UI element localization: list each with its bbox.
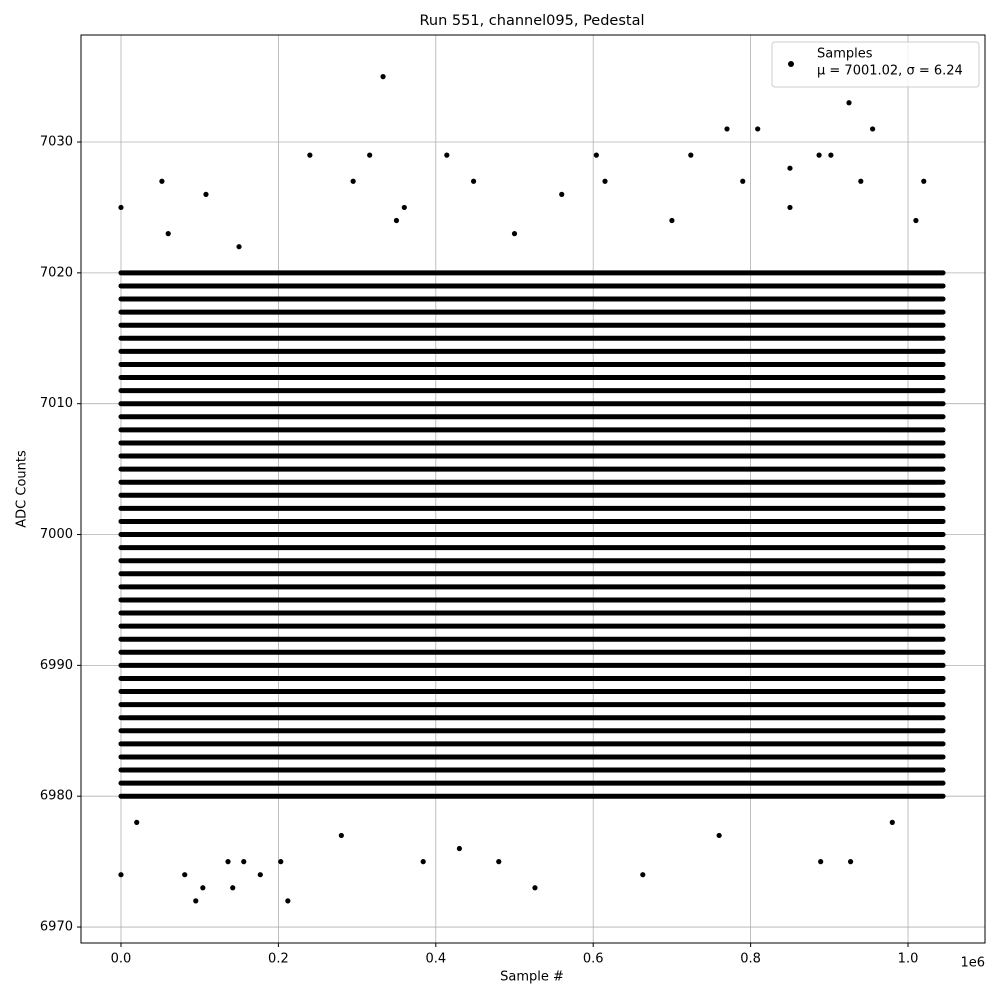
sample-point bbox=[203, 191, 209, 197]
x-tick-label: 1.0 bbox=[898, 952, 919, 967]
sample-point bbox=[278, 859, 284, 865]
sample-point bbox=[602, 178, 608, 184]
sample-point bbox=[858, 178, 864, 184]
sample-point bbox=[456, 845, 463, 852]
sample-point bbox=[846, 100, 852, 106]
sample-point bbox=[755, 126, 761, 132]
sample-point bbox=[159, 178, 165, 184]
x-offset-label: 1e6 bbox=[960, 956, 985, 971]
x-axis-label: Sample # bbox=[500, 970, 564, 985]
sample-point bbox=[716, 832, 722, 839]
sample-point bbox=[225, 859, 231, 865]
sample-point bbox=[165, 231, 171, 237]
x-tick-label: 0.0 bbox=[111, 952, 132, 967]
sample-point bbox=[640, 872, 646, 878]
sample-point bbox=[913, 217, 919, 224]
sample-point bbox=[350, 178, 356, 184]
sample-point bbox=[338, 832, 344, 839]
y-tick-label: 7010 bbox=[40, 396, 73, 411]
sample-point bbox=[420, 859, 426, 865]
sample-point bbox=[380, 74, 386, 80]
sample-point bbox=[470, 178, 477, 184]
legend-label: Samples bbox=[817, 47, 873, 62]
sample-point bbox=[257, 872, 263, 878]
y-tick-label: 6970 bbox=[40, 920, 73, 935]
sample-point bbox=[182, 872, 188, 878]
chart-title: Run 551, channel095, Pedestal bbox=[419, 13, 644, 29]
sample-point bbox=[593, 152, 599, 158]
sample-point bbox=[367, 152, 373, 158]
y-tick-label: 7030 bbox=[40, 135, 73, 150]
legend: Samples μ = 7001.02, σ = 6.24 bbox=[771, 41, 980, 88]
sample-point bbox=[241, 859, 247, 865]
sample-point bbox=[870, 126, 876, 132]
sample-point bbox=[724, 126, 730, 132]
axes-frame bbox=[80, 34, 986, 944]
sample-point bbox=[847, 859, 854, 865]
y-tick-label: 6990 bbox=[40, 658, 73, 673]
sample-point bbox=[401, 204, 407, 211]
sample-point bbox=[669, 217, 675, 224]
y-tick-label: 7000 bbox=[40, 527, 73, 542]
legend-note: μ = 7001.02, σ = 6.24 bbox=[817, 64, 963, 79]
legend-box bbox=[771, 41, 980, 88]
legend-marker bbox=[788, 61, 794, 67]
x-tick-label: 0.8 bbox=[740, 952, 761, 967]
x-tick-label: 0.6 bbox=[583, 952, 604, 967]
x-tick-label: 0.2 bbox=[268, 952, 289, 967]
sample-point bbox=[193, 898, 199, 904]
y-tick-label: 7020 bbox=[40, 265, 73, 280]
sample-point bbox=[787, 204, 793, 211]
sample-point bbox=[236, 244, 242, 250]
y-tick-label: 6980 bbox=[40, 789, 73, 804]
sample-point bbox=[740, 178, 746, 184]
sample-point bbox=[889, 819, 895, 825]
sample-point bbox=[511, 231, 518, 237]
sample-point bbox=[921, 178, 927, 184]
sample-point bbox=[816, 152, 822, 158]
sample-point bbox=[532, 885, 538, 891]
sample-point bbox=[307, 152, 313, 158]
sample-point bbox=[828, 152, 834, 158]
sample-point bbox=[134, 819, 140, 825]
sample-point bbox=[559, 191, 565, 197]
sample-point bbox=[230, 885, 236, 891]
plot-area bbox=[81, 35, 985, 943]
sample-point bbox=[688, 152, 694, 158]
sample-point bbox=[787, 165, 793, 171]
y-axis-label: ADC Counts bbox=[15, 450, 30, 528]
sample-point bbox=[118, 204, 124, 211]
sample-point bbox=[285, 898, 291, 904]
sample-point bbox=[496, 859, 502, 865]
x-tick-label: 0.4 bbox=[425, 952, 446, 967]
sample-point bbox=[818, 859, 824, 865]
sample-point bbox=[118, 872, 124, 878]
sample-point bbox=[393, 217, 400, 224]
sample-point bbox=[200, 885, 206, 891]
sample-point bbox=[444, 152, 450, 158]
